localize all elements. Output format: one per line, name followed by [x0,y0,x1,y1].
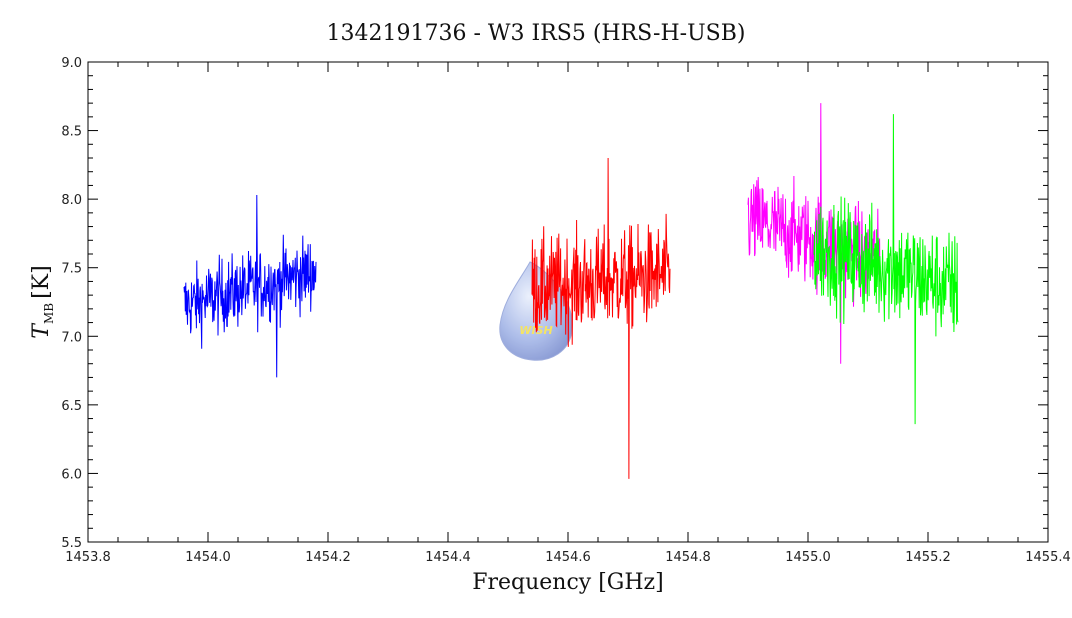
x-axis-label: Frequency [GHz] [472,570,664,595]
x-tick-labels: 1453.8 1454.0 1454.2 1454.4 1454.6 1454.8 1455… [65,550,1071,565]
y-axis-unit: [K] [29,265,54,299]
y-tick-label: 7.5 [61,262,82,277]
x-tick-label: 1454.8 [665,550,711,565]
chart-title: 1342191736 - W3 IRS5 (HRS-H-USB) [327,21,746,46]
y-tick-label: 6.0 [61,467,82,482]
spectrum-series-4 [813,114,959,425]
y-tick-label: 5.5 [61,536,82,551]
y-tick-labels: 5.5 6.0 6.5 7.0 7.5 8.0 8.5 9.0 [61,56,82,551]
x-tick-label: 1454.6 [545,550,591,565]
spectrum-series-1 [183,194,317,378]
series-layer [183,103,959,479]
y-axis-symbol: T [29,322,54,339]
y-tick-label: 8.5 [61,125,82,140]
x-tick-label: 1454.0 [185,550,231,565]
x-tick-label: 1455.2 [905,550,951,565]
x-tick-label: 1455.0 [785,550,831,565]
svg-text:TMB[K]: TMB [K] [29,265,56,338]
x-tick-label: 1454.4 [425,550,471,565]
y-axis-subscript: MB [42,303,56,324]
y-tick-label: 7.0 [61,330,82,345]
spectrum-series-2 [531,157,671,479]
y-tick-label: 6.5 [61,399,82,414]
x-tick-label: 1455.4 [1025,550,1071,565]
x-tick-label: 1454.2 [305,550,351,565]
x-tick-label: 1453.8 [65,550,111,565]
y-tick-label: 9.0 [61,56,82,71]
y-axis-label: TMB [K] [29,265,56,338]
y-tick-label: 8.0 [61,193,82,208]
axis-ticks [87,61,1049,543]
